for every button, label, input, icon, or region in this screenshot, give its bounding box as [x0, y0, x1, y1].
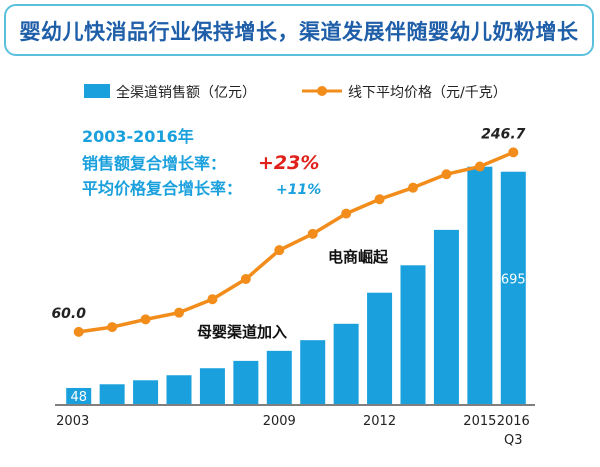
x-tick-label: Q3 [504, 433, 523, 448]
line-point-2013 [408, 182, 418, 193]
summary-line2-value: +11% [276, 182, 321, 198]
bar-data-label: 48 [70, 390, 87, 405]
summary-line1-label: 销售额复合增长率： [82, 154, 226, 173]
bar-2016 Q3 [500, 171, 526, 404]
bar-2011 [333, 323, 359, 404]
line-point-2010 [307, 228, 318, 239]
line-point-2014 [441, 169, 452, 180]
summary-period: 2003-2016年 [82, 127, 194, 146]
bar-2005 [133, 380, 159, 404]
x-tick-label: 2003 [56, 414, 89, 429]
bar-2010 [300, 340, 326, 404]
bar-2006 [166, 375, 192, 404]
bar-2009 [266, 350, 292, 404]
bar-2015 [467, 166, 493, 404]
x-tick-label: 2009 [263, 414, 296, 429]
line-point-2011 [341, 208, 352, 219]
summary-line1-value: +23% [258, 152, 319, 174]
bar-data-label: 695 [501, 273, 526, 288]
chart-title: 婴幼儿快消品行业保持增长，渠道发展伴随婴幼儿奶粉增长 [19, 20, 579, 44]
line-point-2003 [73, 326, 84, 337]
line-point-2006 [174, 307, 184, 318]
x-tick-label: 2015 [463, 414, 496, 429]
summary-line2-label: 平均价格复合增长率： [82, 179, 242, 198]
bar-2007 [199, 368, 225, 404]
legend-line-label: 线下平均价格（元/千克） [348, 85, 507, 101]
x-tick-label: 2016 [497, 414, 530, 429]
legend-line-marker [317, 86, 327, 96]
x-tick-label: 2012 [363, 414, 396, 429]
legend-bar-label: 全渠道销售额（亿元） [116, 84, 256, 101]
line-point-2004 [107, 322, 118, 333]
legend-bar-swatch [84, 84, 110, 98]
bar-2004 [99, 384, 125, 404]
line-series-price [78, 150, 514, 334]
line-point-2005 [140, 314, 151, 325]
bar-2013 [400, 265, 426, 404]
annotation-maternal-channel: 母婴渠道加入 [197, 323, 287, 341]
bar-2014 [433, 229, 459, 404]
line-point-2015 [474, 161, 485, 172]
bar-2008 [233, 360, 259, 404]
line-point-2016 Q3 [508, 147, 519, 158]
bar-2003 [66, 387, 92, 404]
line-point-2012 [374, 194, 385, 205]
line-point-2008 [240, 274, 251, 285]
line-point-2009 [274, 245, 285, 256]
line-point-2007 [207, 294, 218, 305]
annotation-ecommerce: 电商崛起 [328, 248, 389, 266]
line-data-label: 246.7 [481, 126, 526, 142]
title-box: 婴幼儿快消品行业保持增长，渠道发展伴随婴幼儿奶粉增长 [4, 4, 594, 56]
bar-2012 [367, 292, 393, 404]
line-data-label: 60.0 [51, 306, 86, 322]
